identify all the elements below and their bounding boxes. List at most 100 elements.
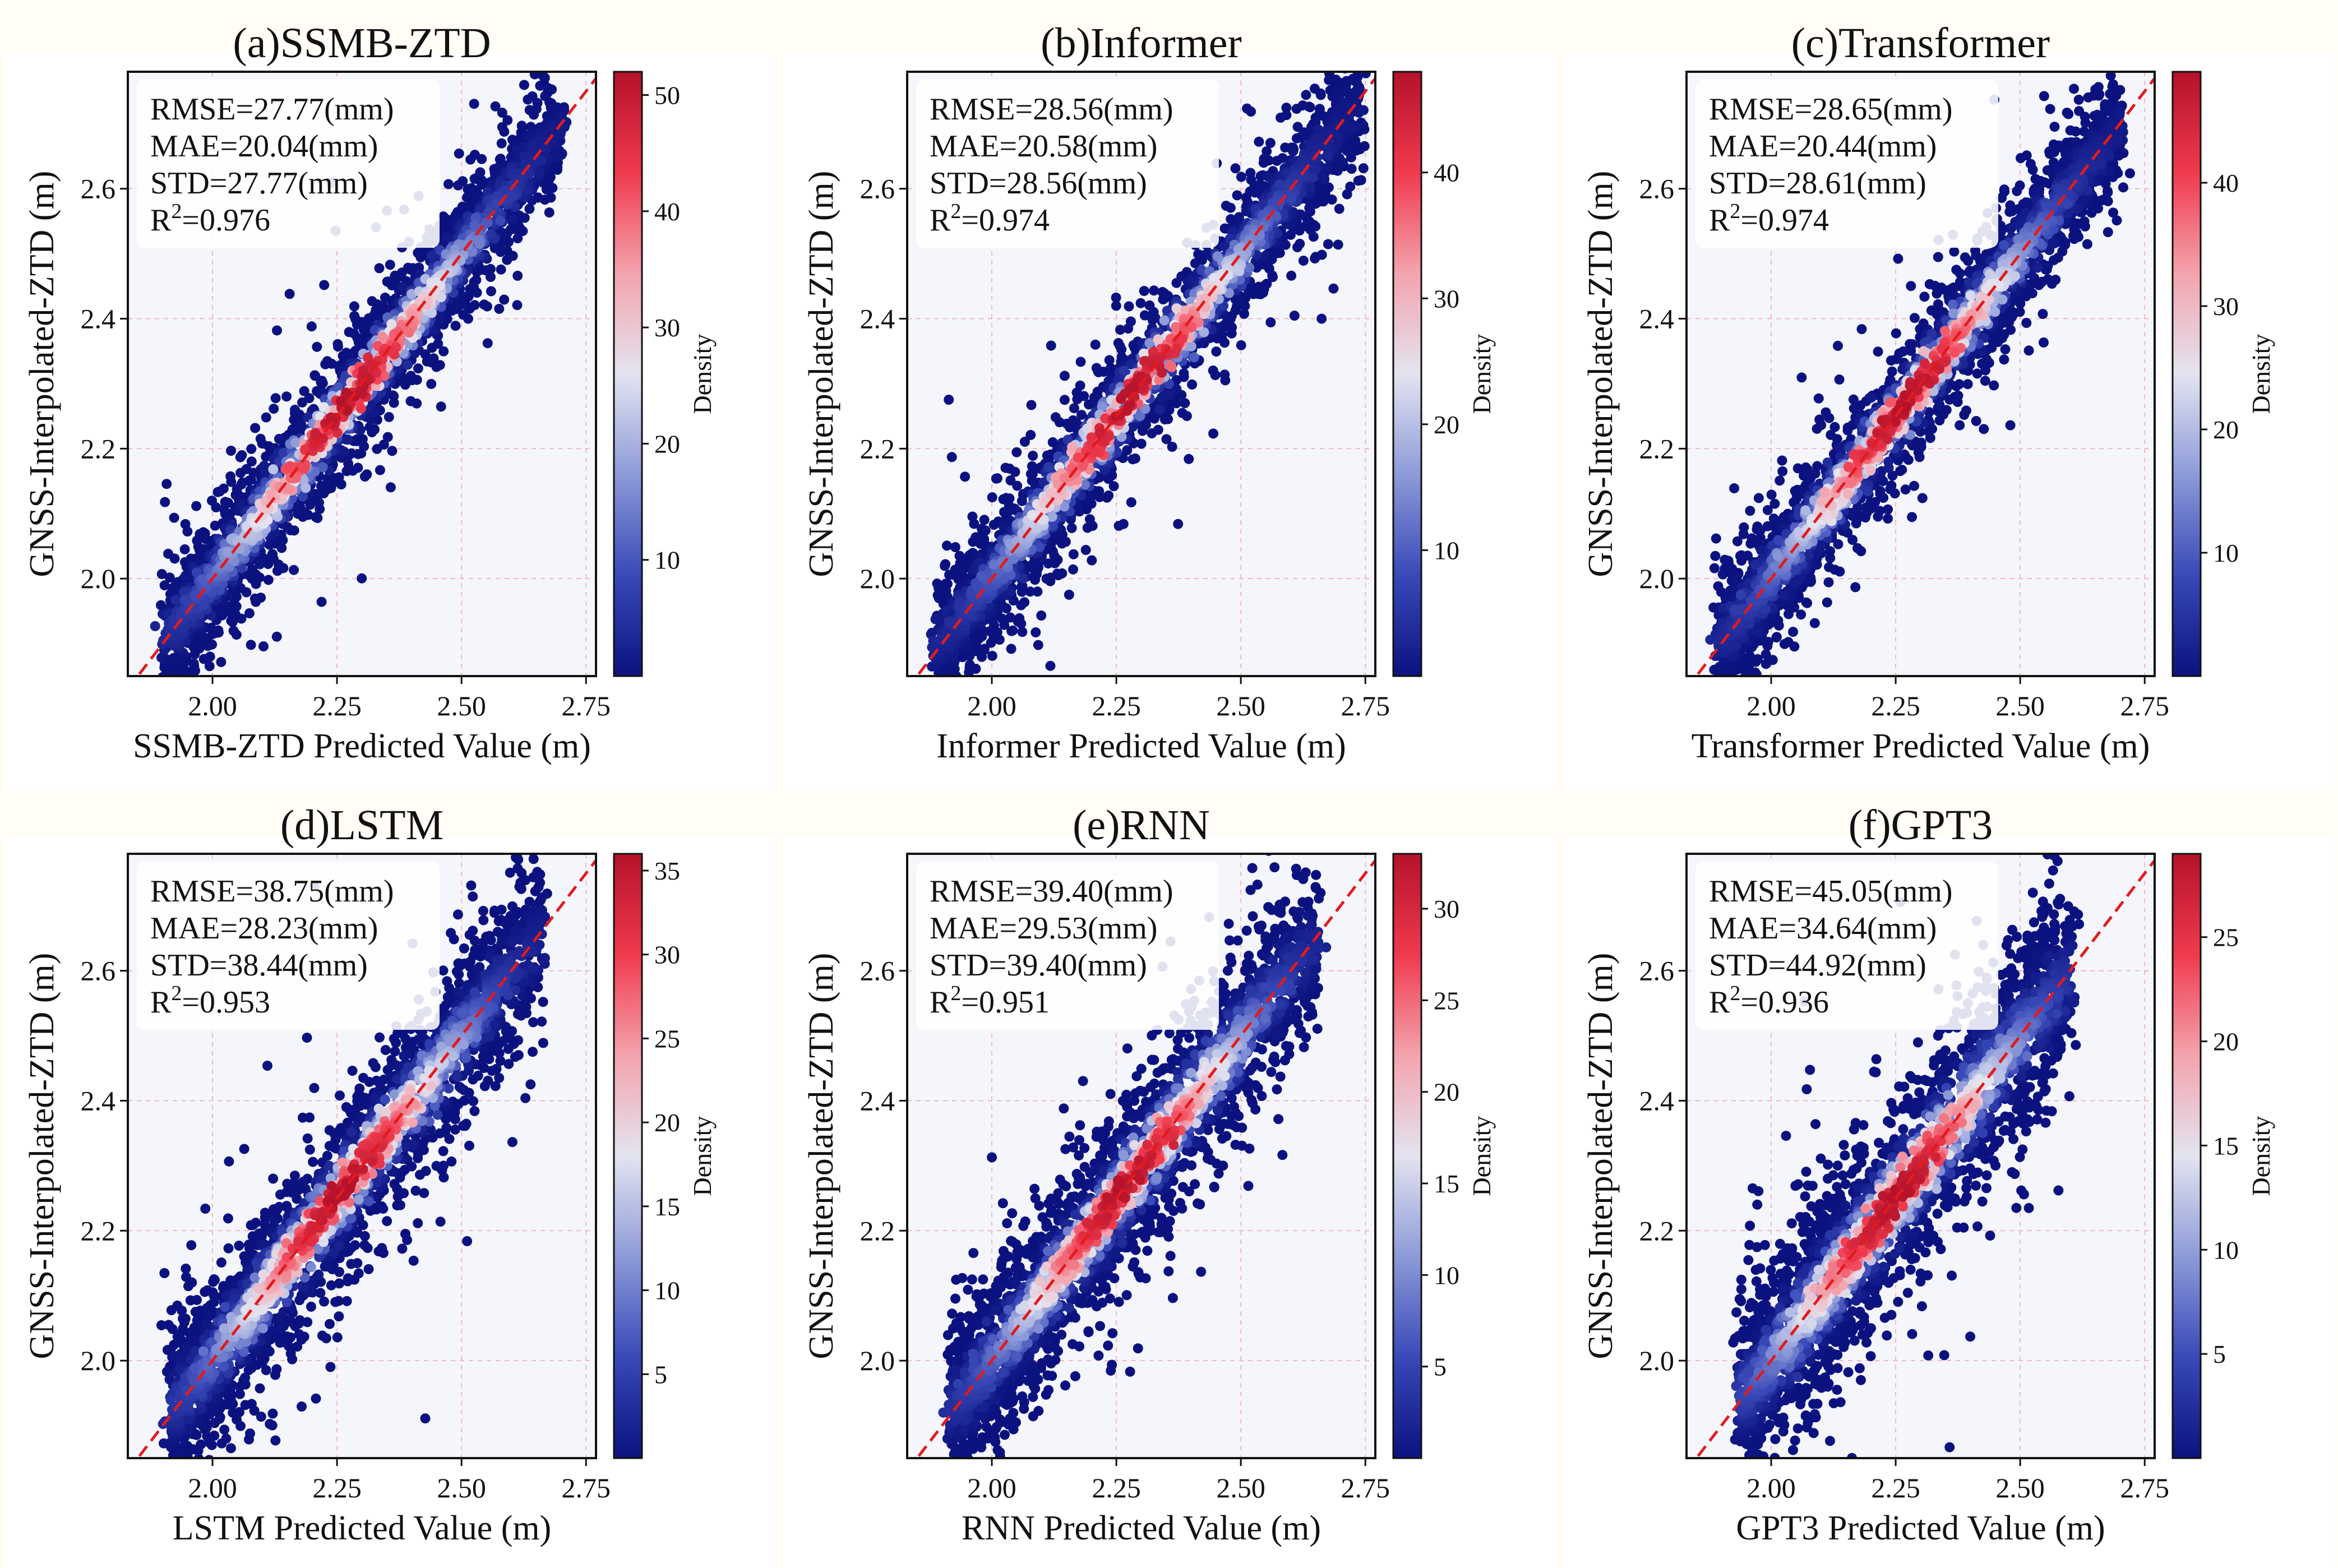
- scatter-point: [1164, 390, 1175, 400]
- scatter-point: [453, 180, 464, 191]
- scatter-point: [260, 468, 270, 478]
- scatter-point: [1033, 640, 1043, 650]
- scatter-point: [206, 622, 216, 633]
- scatter-point: [1130, 453, 1140, 464]
- x-tick-label: 2.75: [561, 690, 611, 721]
- scatter-point: [343, 434, 353, 445]
- scatter-point: [1047, 511, 1057, 522]
- panel-b: RMSE=28.56(mm)MAE=20.58(mm)STD=28.56(mm)…: [784, 20, 1555, 790]
- scatter-point: [301, 483, 311, 493]
- scatter-point: [1122, 445, 1133, 456]
- scatter-point: [1028, 451, 1038, 461]
- scatter-point: [1323, 239, 1333, 249]
- scatter-point: [1203, 247, 1213, 258]
- scatter-point: [180, 595, 190, 605]
- scatter-point: [1334, 203, 1344, 214]
- scatter-point: [456, 294, 467, 305]
- scatter-point: [179, 544, 190, 554]
- scatter-point: [1264, 155, 1274, 166]
- scatter-point: [450, 321, 461, 331]
- scatter-point: [1342, 145, 1352, 156]
- scatter-point: [930, 614, 941, 625]
- scatter-point: [164, 572, 175, 583]
- scatter-point: [1333, 239, 1343, 250]
- scatter-point: [290, 437, 301, 448]
- panel-title: (a)SSMB-ZTD: [233, 20, 491, 67]
- scatter-point: [436, 292, 446, 303]
- scatter-point: [496, 227, 507, 238]
- scatter-point: [246, 443, 257, 454]
- colorbar-tick-label: 20: [654, 429, 680, 458]
- scatter-point: [339, 446, 349, 457]
- scatter-point: [1019, 437, 1030, 447]
- scatter-point: [497, 122, 507, 132]
- scatter-point: [403, 359, 413, 370]
- scatter-point: [1066, 522, 1077, 533]
- scatter-point: [1079, 391, 1089, 401]
- scatter-point: [150, 621, 160, 631]
- scatter-point: [999, 619, 1010, 630]
- scatter-point: [1113, 521, 1124, 531]
- scatter-point: [1304, 101, 1314, 112]
- scatter-point: [309, 370, 320, 381]
- scatter-point: [1104, 355, 1115, 366]
- scatter-point: [1116, 344, 1127, 355]
- scatter-point: [497, 108, 507, 118]
- scatter-point: [1225, 202, 1236, 213]
- scatter-point: [940, 559, 951, 570]
- scatter-point: [492, 191, 502, 201]
- scatter-point: [250, 423, 261, 433]
- scatter-point: [979, 515, 990, 525]
- scatter-point: [1018, 573, 1028, 584]
- scatter-point: [269, 404, 279, 414]
- scatter-point: [295, 461, 306, 472]
- scatter-point: [1171, 398, 1182, 409]
- scatter-point: [244, 608, 255, 618]
- scatter-point: [261, 451, 271, 462]
- scatter-point: [1199, 327, 1209, 337]
- scatter-point: [299, 386, 309, 396]
- scatter-point: [1082, 522, 1093, 533]
- scatter-point: [953, 574, 964, 585]
- stat-line: RMSE=27.77(mm): [150, 92, 394, 127]
- scatter-point: [1322, 163, 1332, 173]
- scatter-point: [1250, 187, 1260, 198]
- y-tick-label: 2.4: [81, 303, 116, 334]
- scatter-point: [169, 553, 180, 564]
- scatter-point: [1085, 492, 1096, 503]
- scatter-point: [353, 462, 363, 473]
- scatter-point: [237, 450, 247, 460]
- scatter-point: [1304, 202, 1315, 213]
- scatter-point: [442, 232, 452, 243]
- scatter-point: [486, 286, 496, 297]
- scatter-point: [1296, 209, 1306, 220]
- scatter-point: [1041, 573, 1052, 584]
- scatter-point: [258, 641, 269, 651]
- scatter-point: [975, 539, 986, 549]
- scatter-point: [405, 396, 416, 406]
- scatter-point: [235, 499, 246, 510]
- scatter-point: [304, 393, 315, 404]
- scatter-point: [1246, 107, 1256, 117]
- scatter-point: [343, 458, 354, 469]
- scatter-point: [404, 327, 414, 337]
- scatter-point: [477, 179, 487, 190]
- scatter-point: [343, 405, 353, 415]
- colorbar-gradient: [614, 72, 642, 676]
- scatter-point: [496, 138, 507, 149]
- scatter-point: [968, 536, 978, 547]
- stats-box: RMSE=27.77(mm)MAE=20.04(mm)STD=27.77(mm)…: [137, 80, 440, 248]
- scatter-point: [536, 155, 547, 165]
- scatter-point: [1180, 398, 1190, 409]
- scatter-point: [1327, 195, 1337, 205]
- stat-line: MAE=20.04(mm): [150, 129, 378, 164]
- scatter-point: [192, 535, 202, 546]
- scatter-point: [1318, 196, 1329, 207]
- scatter-point: [1017, 627, 1028, 637]
- scatter-point: [1140, 404, 1150, 414]
- scatter-point: [1005, 612, 1015, 623]
- scatter-point: [1240, 300, 1250, 311]
- scatter-point: [223, 497, 233, 508]
- scatter-point: [427, 343, 437, 353]
- x-axis-label: SSMB-ZTD Predicted Value (m): [133, 727, 591, 765]
